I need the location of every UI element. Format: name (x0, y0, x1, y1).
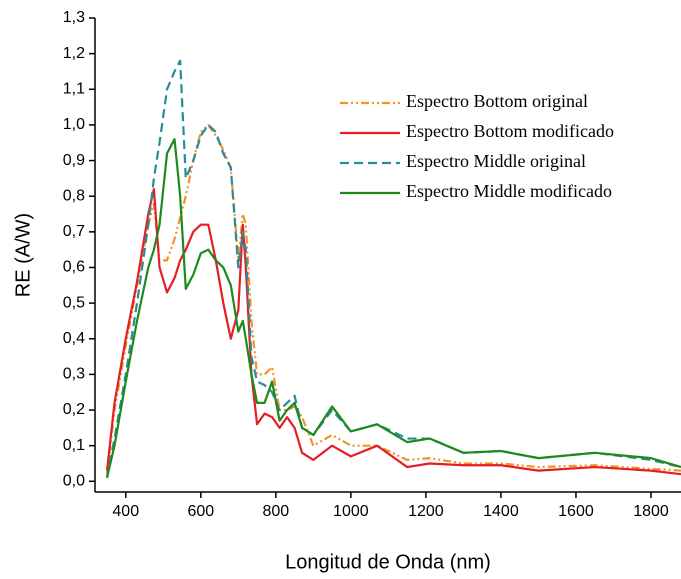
x-tick-label: 800 (262, 503, 289, 520)
legend-label: Espectro Middle modificado (406, 181, 612, 201)
y-tick-label: 0,7 (63, 223, 85, 240)
legend-label: Espectro Bottom modificado (406, 121, 614, 141)
x-tick-label: 1400 (483, 503, 519, 520)
y-axis-title: RE (A/W) (12, 213, 34, 297)
x-tick-label: 1800 (633, 503, 669, 520)
y-tick-label: 0,9 (63, 152, 85, 169)
x-tick-label: 1000 (333, 503, 369, 520)
x-tick-label: 400 (112, 503, 139, 520)
x-axis-title: Longitud de Onda (nm) (285, 551, 491, 573)
y-tick-label: 1,3 (63, 9, 85, 26)
legend-label: Espectro Bottom original (406, 91, 588, 111)
legend-label: Espectro Middle original (406, 151, 586, 171)
series-line (105, 123, 681, 475)
y-tick-label: 1,1 (63, 80, 85, 97)
y-tick-label: 0,4 (63, 330, 85, 347)
x-tick-label: 1200 (408, 503, 444, 520)
y-tick-label: 0,5 (63, 294, 85, 311)
y-tick-label: 1,0 (63, 116, 85, 133)
x-tick-label: 600 (187, 503, 214, 520)
series-line (105, 138, 681, 478)
y-tick-label: 0,8 (63, 187, 85, 204)
series-line (105, 187, 681, 476)
y-tick-label: 1,2 (63, 45, 85, 62)
y-tick-label: 0,2 (63, 401, 85, 418)
series-line (105, 59, 681, 478)
y-tick-label: 0,6 (63, 259, 85, 276)
y-tick-label: 0,1 (63, 437, 85, 454)
y-tick-label: 0,3 (63, 366, 85, 383)
x-tick-label: 1600 (558, 503, 594, 520)
y-tick-label: 0,0 (63, 473, 85, 490)
